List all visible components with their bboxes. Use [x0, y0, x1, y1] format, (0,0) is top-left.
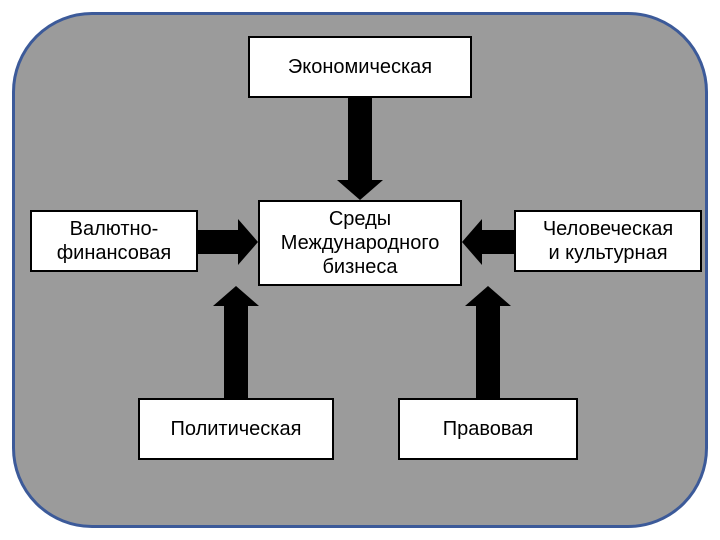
node-economic: Экономическая	[248, 36, 472, 98]
arrow-top-to-center	[337, 98, 383, 200]
node-monetary-financial: Валютно- финансовая	[30, 210, 198, 272]
arrow-bottomL-to-center	[213, 286, 259, 398]
arrow-bottomR-to-center	[465, 286, 511, 398]
arrow-left-to-center	[198, 219, 258, 265]
node-political: Политическая	[138, 398, 334, 460]
node-center-environments: Среды Международного бизнеса	[258, 200, 462, 286]
arrow-right-to-center	[462, 219, 514, 265]
diagram-stage: Экономическая Среды Международного бизне…	[0, 0, 720, 540]
node-human-cultural: Человеческая и культурная	[514, 210, 702, 272]
node-legal: Правовая	[398, 398, 578, 460]
